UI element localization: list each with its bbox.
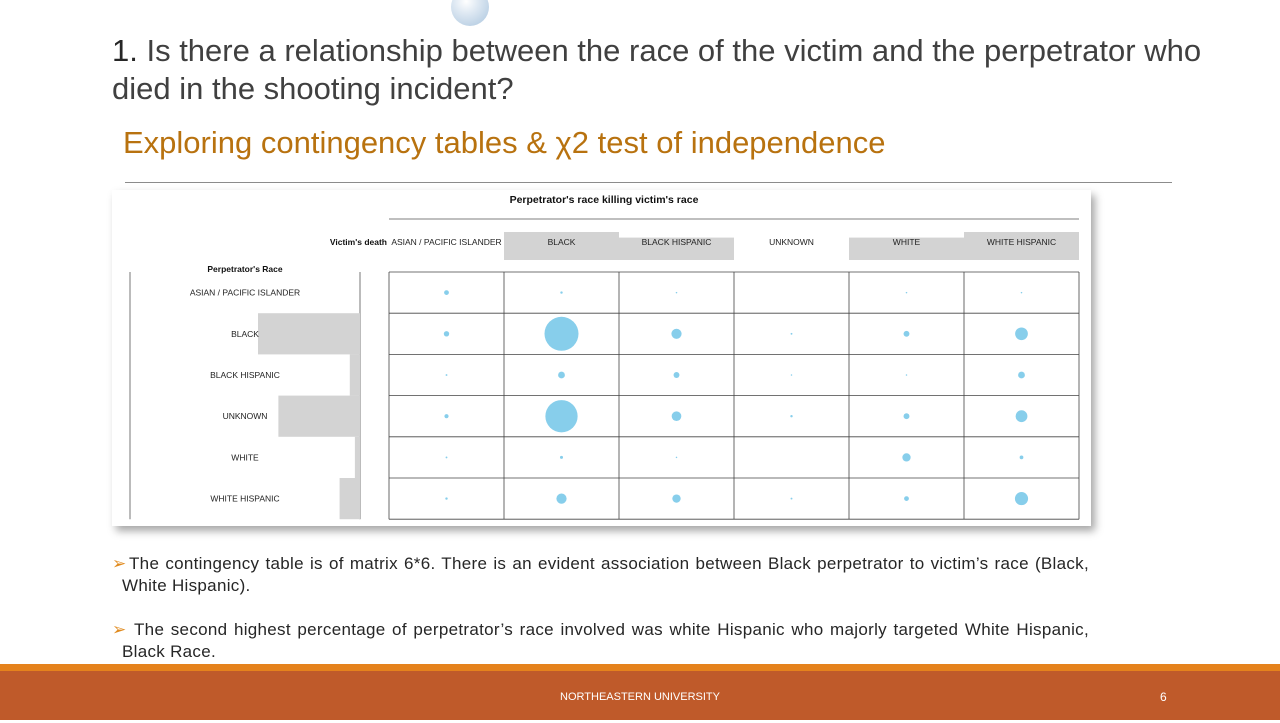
balloon-point — [790, 374, 793, 376]
bullet-item: ➢ The contingency table is of matrix 6*6.… — [112, 553, 1089, 597]
row-marginal-bar — [278, 395, 360, 437]
row-label: WHITE — [231, 452, 259, 462]
row-marginal-bar — [354, 436, 360, 478]
balloon-point — [559, 455, 564, 459]
row-axis-label: Perpetrator's Race — [207, 264, 283, 274]
balloon-point — [672, 494, 681, 503]
balloon-point — [671, 328, 682, 339]
column-label: WHITE — [893, 237, 921, 247]
column-label: ASIAN / PACIFIC ISLANDER — [391, 237, 501, 247]
column-label: BLACK HISPANIC — [642, 237, 712, 247]
balloon-point — [675, 456, 678, 459]
balloon-point — [545, 400, 578, 433]
balloon-point — [1020, 291, 1023, 294]
balloon-point — [443, 331, 450, 337]
balloon-point — [903, 413, 910, 420]
row-marginal-bar — [339, 478, 360, 520]
balloon-point — [558, 371, 565, 379]
footer-accent-line — [0, 664, 1280, 671]
balloon-point — [1014, 492, 1029, 506]
balloon-point — [1018, 371, 1025, 379]
balloon-point — [445, 374, 448, 376]
column-marginal-bar — [619, 237, 734, 260]
row-label: BLACK HISPANIC — [210, 370, 280, 380]
balloon-point — [902, 453, 911, 462]
row-label: UNKNOWN — [223, 411, 268, 421]
balloon-point — [903, 330, 910, 337]
page-number: 6 — [1160, 690, 1167, 704]
bullet-text: The contingency table is of matrix 6*6. … — [122, 554, 1089, 595]
column-marginal-bar — [964, 232, 1079, 260]
column-label: BLACK — [548, 237, 576, 247]
divider-line — [125, 182, 1172, 183]
balloon-point — [560, 291, 563, 294]
balloon-point — [675, 291, 678, 294]
slide-subtitle: Exploring contingency tables & χ2 test o… — [123, 125, 886, 160]
balloon-point — [673, 372, 680, 378]
balloon-point — [1015, 327, 1028, 341]
column-label: WHITE HISPANIC — [987, 237, 1056, 247]
arrow-bullet-icon: ➢ — [112, 620, 127, 639]
balloon-point — [445, 497, 448, 500]
arrow-bullet-icon: ➢ — [112, 554, 127, 573]
balloon-point — [444, 290, 449, 295]
balloon-plot-image: Perpetrator's race killing victim's race… — [112, 190, 1091, 526]
column-axis-label: Victim's death — [330, 237, 387, 247]
balloon-point — [905, 374, 908, 376]
balloon-point — [556, 493, 567, 504]
bullet-list: ➢ The contingency table is of matrix 6*6.… — [112, 553, 1089, 663]
column-marginal-bar — [849, 237, 964, 260]
column-marginal-bar — [504, 232, 619, 260]
balloon-point — [444, 414, 449, 419]
balloon-point — [905, 291, 908, 294]
row-label: WHITE HISPANIC — [210, 494, 279, 504]
chart-title: Perpetrator's race killing victim's race — [510, 194, 699, 206]
balloon-point — [544, 316, 579, 351]
balloon-point — [1019, 455, 1024, 460]
balloon-point — [790, 332, 793, 335]
bullet-item: ➢ The second highest percentage of perpe… — [112, 619, 1089, 663]
footer-text: NORTHEASTERN UNIVERSITY — [560, 691, 720, 703]
column-label: UNKNOWN — [769, 237, 814, 247]
decorative-circle — [451, 0, 489, 26]
balloon-point — [904, 496, 909, 501]
balloon-plot-svg: Perpetrator's race killing victim's race… — [129, 194, 1080, 520]
balloon-point — [790, 497, 793, 500]
title-text: Is there a relationship between the race… — [112, 33, 1202, 106]
row-marginal-bar — [349, 354, 360, 396]
balloon-point — [445, 456, 448, 459]
row-label: BLACK — [231, 329, 259, 339]
balloon-point — [671, 411, 682, 422]
balloon-point — [790, 415, 793, 418]
footer-band: NORTHEASTERN UNIVERSITY 6 — [0, 671, 1280, 720]
title-number: 1. — [112, 33, 138, 68]
row-marginal-bar — [258, 313, 360, 355]
bullet-text: The second highest percentage of perpetr… — [122, 620, 1089, 661]
balloon-point — [1015, 410, 1028, 423]
row-label: ASIAN / PACIFIC ISLANDER — [190, 288, 300, 298]
slide-title: 1. Is there a relationship between the r… — [112, 32, 1202, 108]
